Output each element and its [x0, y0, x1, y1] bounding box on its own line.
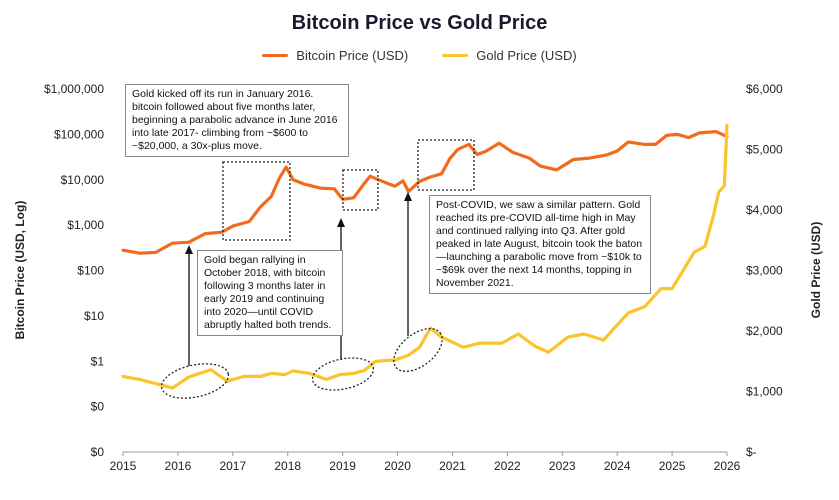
y-right-tick-label: $-: [746, 445, 757, 459]
annotation-post-covid: Post-COVID, we saw a similar pattern. Go…: [429, 195, 651, 294]
bitcoin-series-line: [121, 130, 729, 255]
legend: Bitcoin Price (USD) Gold Price (USD): [0, 48, 839, 63]
chart-title: Bitcoin Price vs Gold Price: [291, 12, 548, 34]
x-tick-label: 2015: [110, 459, 137, 473]
x-tick-label: 2022: [494, 459, 521, 473]
highlight-box-2020-2021: [417, 139, 475, 191]
y-left-tick-label: $100: [77, 264, 104, 278]
x-tick-label: 2018: [274, 459, 301, 473]
highlight-ellipse-gold-2020: [393, 327, 443, 373]
x-tick-label: 2021: [439, 459, 466, 473]
annotation-2016-2017: Gold kicked off its run in January 2016.…: [125, 84, 349, 157]
x-tick-label: 2017: [219, 459, 246, 473]
y-left-tick-label: $1: [91, 354, 105, 368]
y-right-tick-label: $2,000: [746, 324, 783, 338]
x-tick-label: 2020: [384, 459, 411, 473]
y-axis-left-label: Bitcoin Price (USD, Log): [13, 201, 27, 340]
legend-label-bitcoin: Bitcoin Price (USD): [296, 48, 409, 63]
annotation-2018-2020: Gold began rallying in October 2018, wit…: [197, 250, 343, 336]
x-tick-label: 2016: [165, 459, 192, 473]
legend-item-gold: Gold Price (USD): [442, 48, 577, 63]
x-tick-label: 2026: [714, 459, 741, 473]
highlight-box-2019: [342, 169, 379, 211]
y-left-tick-label: $1,000,000: [44, 82, 104, 96]
y-left-tick-label: $1,000: [67, 218, 104, 232]
y-axis-right-label: Gold Price (USD): [809, 222, 823, 319]
y-right-tick-label: $4,000: [746, 203, 783, 217]
x-tick-label: 2019: [329, 459, 356, 473]
highlight-ellipse-gold-2016: [160, 363, 230, 399]
highlight-box-2016-2017: [222, 161, 291, 241]
y-right-tick-label: $3,000: [746, 264, 783, 278]
arrowhead-2019: [337, 218, 345, 227]
y-left-tick-label: $100,000: [54, 127, 104, 141]
y-right-tick-label: $5,000: [746, 143, 783, 157]
x-tick-label: 2023: [549, 459, 576, 473]
y-left-tick-label: $0: [91, 445, 105, 459]
legend-label-gold: Gold Price (USD): [476, 48, 577, 63]
x-tick-label: 2025: [659, 459, 686, 473]
legend-swatch-bitcoin: [262, 54, 289, 57]
y-left-tick-label: $10: [84, 309, 104, 323]
x-tick-label: 2024: [604, 459, 631, 473]
y-left-tick-label: $0: [91, 400, 105, 414]
arrowhead-2016: [185, 245, 193, 254]
y-right-tick-label: $1,000: [746, 385, 783, 399]
arrowhead-2020: [404, 192, 412, 201]
legend-item-bitcoin: Bitcoin Price (USD): [262, 48, 408, 63]
y-right-tick-label: $6,000: [746, 82, 783, 96]
highlight-ellipse-gold-2019: [311, 357, 375, 391]
legend-swatch-gold: [442, 54, 469, 57]
y-left-tick-label: $10,000: [61, 173, 105, 187]
